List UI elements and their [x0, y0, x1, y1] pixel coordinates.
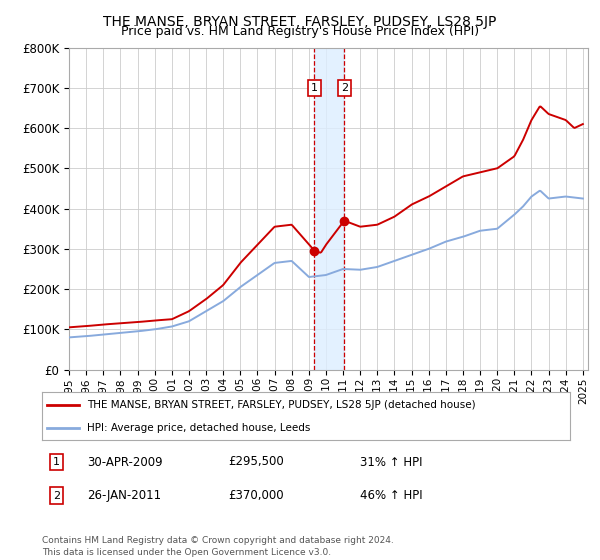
Text: Contains HM Land Registry data © Crown copyright and database right 2024.
This d: Contains HM Land Registry data © Crown c… [42, 536, 394, 557]
Text: £370,000: £370,000 [228, 489, 284, 502]
Text: 26-JAN-2011: 26-JAN-2011 [87, 489, 161, 502]
Text: 46% ↑ HPI: 46% ↑ HPI [360, 489, 422, 502]
Text: 1: 1 [311, 83, 318, 93]
Text: 31% ↑ HPI: 31% ↑ HPI [360, 455, 422, 469]
Text: THE MANSE, BRYAN STREET, FARSLEY, PUDSEY, LS28 5JP: THE MANSE, BRYAN STREET, FARSLEY, PUDSEY… [103, 15, 497, 29]
Bar [314, 48, 344, 370]
Text: 30-APR-2009: 30-APR-2009 [87, 455, 163, 469]
Text: Price paid vs. HM Land Registry's House Price Index (HPI): Price paid vs. HM Land Registry's House … [121, 25, 479, 38]
Text: HPI: Average price, detached house, Leeds: HPI: Average price, detached house, Leed… [87, 423, 310, 433]
Text: 1: 1 [53, 457, 60, 467]
Text: £295,500: £295,500 [228, 455, 284, 469]
Text: 2: 2 [341, 83, 348, 93]
Text: 2: 2 [53, 491, 60, 501]
Text: THE MANSE, BRYAN STREET, FARSLEY, PUDSEY, LS28 5JP (detached house): THE MANSE, BRYAN STREET, FARSLEY, PUDSEY… [87, 400, 476, 410]
